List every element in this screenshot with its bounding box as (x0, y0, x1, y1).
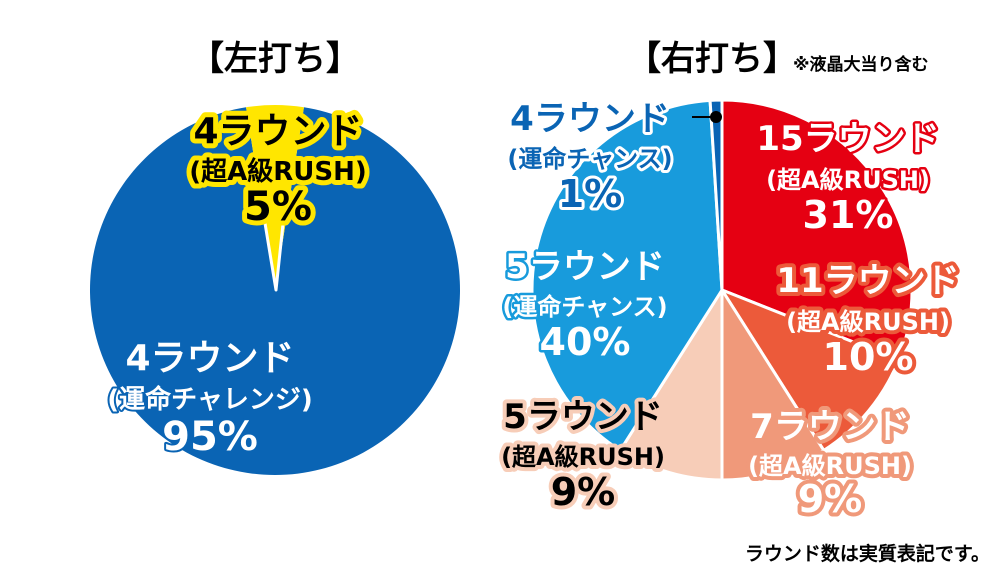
left-slice-1-sublabel: (超A級RUSH) (189, 156, 367, 187)
right-slice-1-value: 10% (823, 335, 914, 379)
left-slice-1-value: 5% (244, 184, 312, 230)
right-slice-4-value: 40% (540, 320, 631, 364)
right-pie-slice-4 (530, 98, 724, 452)
right-slice-5-label: 4ラウンド (510, 99, 670, 139)
right-slice-5-value: 1% (558, 172, 623, 216)
right-pie-slice-5 (708, 98, 724, 292)
right-pie-slice-2 (720, 288, 826, 482)
right-pie-title: 【右打ち】 (627, 39, 797, 79)
left-slice-1-label: 4ラウンド (193, 111, 362, 152)
left-pie-slice-1 (246, 105, 304, 290)
right-slice-2-label: 7ラウンド (750, 407, 910, 447)
right-pie-slice-0 (720, 98, 914, 362)
left-pie-title: 【左打ち】 (190, 39, 360, 79)
left-slice-0-sublabel: (運命チャレンジ) (107, 384, 313, 415)
right-slice-3-label: 5ラウンド (503, 397, 663, 437)
left-slice-0-label: 4ラウンド (125, 338, 294, 379)
right-slice-1-sublabel: (超A級RUSH) (786, 308, 950, 336)
right-pie-slice-1 (720, 288, 901, 452)
footnote: ラウンド数は実質表記です。 (745, 542, 990, 565)
right-slice-0-value: 31% (803, 193, 894, 237)
right-slice-3-value: 9% (551, 470, 616, 514)
right-leader-dot (710, 111, 722, 123)
left-pie-slice-0 (89, 107, 460, 476)
right-slice-0-label: 15ラウンド (756, 119, 939, 159)
left-slice-0-value: 95% (162, 414, 258, 460)
right-slice-0-sublabel: (超A級RUSH) (766, 166, 930, 194)
left-callout-pointer (260, 203, 287, 292)
right-pie-slice-3 (618, 288, 724, 482)
right-slice-4-label: 5ラウンド (505, 247, 665, 287)
right-slice-3-sublabel: (超A級RUSH) (501, 443, 665, 471)
right-slice-1-label: 11ラウンド (776, 261, 959, 301)
right-slice-4-sublabel: (運命チャンス) (502, 293, 667, 321)
right-slice-2-sublabel: (超A級RUSH) (748, 452, 912, 480)
right-slice-5-sublabel: (運命チャンス) (507, 145, 672, 173)
right-slice-2-value: 9% (798, 477, 863, 521)
right-pie-subtitle: ※液晶大当り含む (793, 54, 929, 75)
